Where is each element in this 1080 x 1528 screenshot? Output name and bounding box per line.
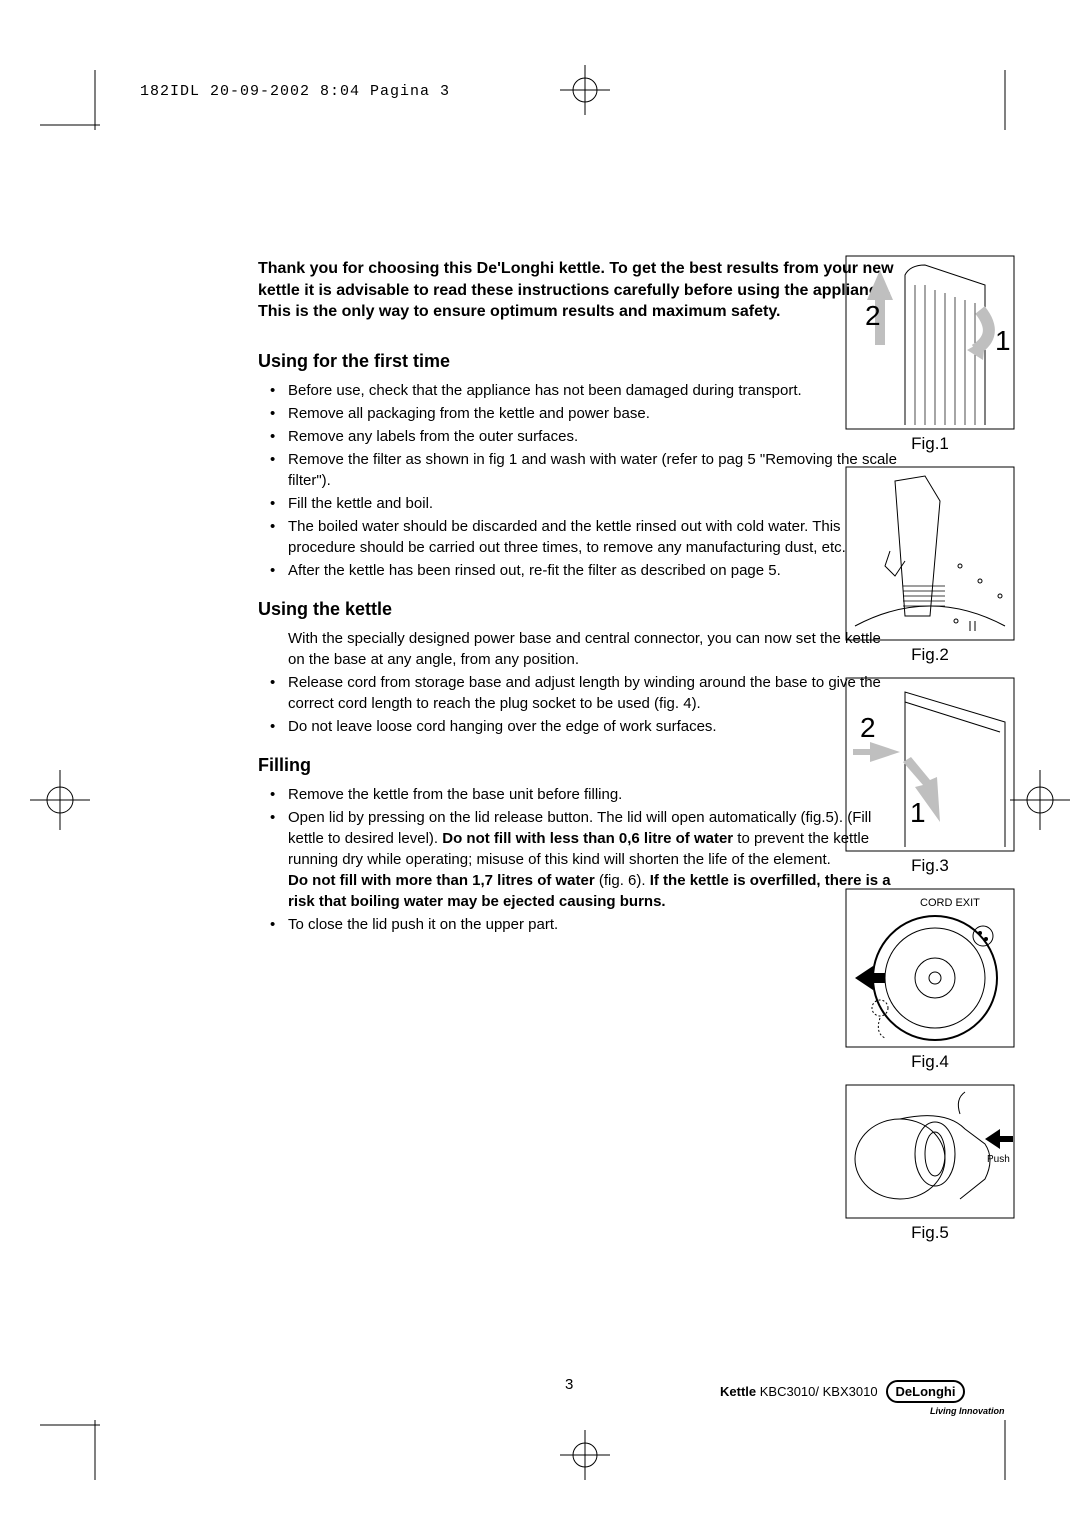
list-item: To close the lid push it on the upper pa… [258, 914, 898, 935]
list-item: Open lid by pressing on the lid release … [258, 807, 898, 912]
fig1-num1: 1 [995, 325, 1011, 356]
fig-label: Fig.1 [840, 434, 1020, 454]
main-content: Thank you for choosing this De'Longhi ke… [258, 258, 898, 937]
crop-mark-br [1000, 1420, 1060, 1480]
filling-list: Remove the kettle from the base unit bef… [258, 784, 898, 935]
list-item: Remove any labels from the outer surface… [258, 426, 898, 447]
figures-column: 2 1 Fig.1 Fig.2 2 1 [840, 255, 1020, 1255]
list-item: Release cord from storage base and adjus… [258, 672, 898, 714]
imprint-header: 182IDL 20-09-2002 8:04 Pagina 3 [140, 83, 450, 100]
fig1-num2: 2 [865, 300, 881, 331]
fig-label: Fig.3 [840, 856, 1020, 876]
fig-label: Fig.5 [840, 1223, 1020, 1243]
figure-1: 2 1 Fig.1 [840, 255, 1020, 454]
figure-4: CORD EXIT Fig.4 [840, 888, 1020, 1072]
footer-model: KBC3010/ KBX3010 [756, 1384, 877, 1399]
list-item: Before use, check that the appliance has… [258, 380, 898, 401]
list-item: Fill the kettle and boil. [258, 493, 898, 514]
crop-mark-tr [1000, 70, 1060, 130]
list-item: Remove the kettle from the base unit bef… [258, 784, 898, 805]
using-list: With the specially designed power base a… [258, 628, 898, 737]
list-item: Remove the filter as shown in fig 1 and … [258, 449, 898, 491]
crop-mark-tl [40, 70, 100, 130]
reg-mark-bottom [560, 1430, 610, 1480]
list-item: Do not leave loose cord hanging over the… [258, 716, 898, 737]
reg-mark-top [560, 65, 610, 115]
brand-tagline: Living Innovation [930, 1406, 1005, 1416]
figure-5: Push Fig.5 [840, 1084, 1020, 1243]
footer-kettle: Kettle [720, 1384, 756, 1399]
section-title-using: Using the kettle [258, 599, 898, 620]
section-title-filling: Filling [258, 755, 898, 776]
figure-2: Fig.2 [840, 466, 1020, 665]
fig-label: Fig.4 [840, 1052, 1020, 1072]
fig4-cord: CORD EXIT [920, 897, 980, 909]
reg-mark-left [30, 770, 90, 830]
fig5-push: Push [987, 1154, 1010, 1165]
page-number: 3 [565, 1376, 573, 1393]
list-item: After the kettle has been rinsed out, re… [258, 560, 898, 581]
fig3-num1: 1 [910, 797, 926, 828]
fill-bold: Do not fill with more than 1,7 litres of… [288, 872, 595, 889]
fill-text: (fig. 6). [595, 872, 650, 889]
intro-paragraph: Thank you for choosing this De'Longhi ke… [258, 258, 898, 323]
fig-label: Fig.2 [840, 645, 1020, 665]
list-item: Remove all packaging from the kettle and… [258, 403, 898, 424]
figure-3: 2 1 Fig.3 [840, 677, 1020, 876]
footer: Kettle KBC3010/ KBX3010 DeLonghi [720, 1380, 965, 1403]
list-item: The boiled water should be discarded and… [258, 516, 898, 558]
fig3-num2: 2 [860, 712, 876, 743]
brand-logo: DeLonghi [886, 1380, 966, 1403]
section-title-first: Using for the first time [258, 351, 898, 372]
crop-mark-bl [40, 1420, 100, 1480]
fill-bold: Do not fill with less than 0,6 litre of … [442, 830, 733, 847]
using-lead: With the specially designed power base a… [258, 628, 898, 670]
first-time-list: Before use, check that the appliance has… [258, 380, 898, 581]
